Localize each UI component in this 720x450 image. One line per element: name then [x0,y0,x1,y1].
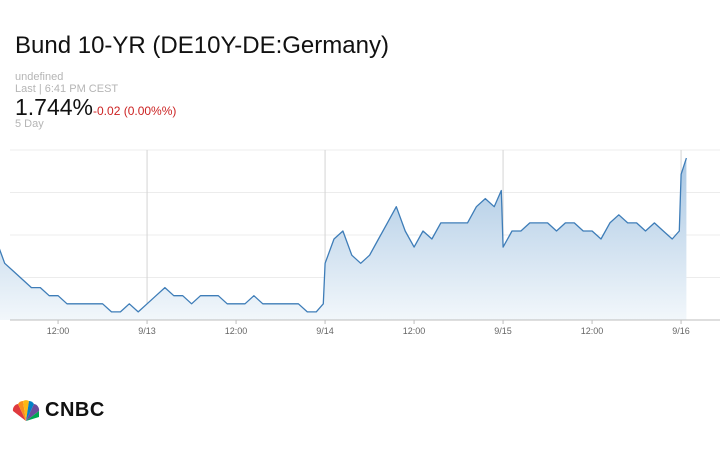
cnbc-peacock-icon [12,399,40,421]
x-tick-label: 9/16 [672,326,690,336]
x-tick-label: 9/14 [316,326,334,336]
price-chart: 12:00 9/13 12:00 9/14 12:00 9/15 12:00 9/16 [0,149,720,336]
cnbc-logo: CNBC [10,399,105,422]
last-time: Last | 6:41 PM CEST [15,83,119,95]
x-tick-label: 9/13 [138,326,156,336]
cnbc-wordmark: CNBC [45,399,105,421]
x-tick-label: 12:00 [581,326,604,336]
range-label: 5 Day [15,118,44,130]
series-area [0,158,687,320]
series-line [0,157,688,313]
x-tick-label: 9/15 [494,326,512,336]
quote-row: 1.744%-0.02 (0.00%%) [15,94,176,121]
chart-title: Bund 10-YR (DE10Y-DE:Germany) [15,32,389,59]
last-value: 1.744% [15,94,94,120]
x-tick-label: 12:00 [47,326,70,336]
undefined-label: undefined [15,71,64,83]
x-tick-label: 12:00 [403,326,426,336]
x-tick-label: 12:00 [225,326,248,336]
change-value: -0.02 (0.00%%) [93,104,177,118]
